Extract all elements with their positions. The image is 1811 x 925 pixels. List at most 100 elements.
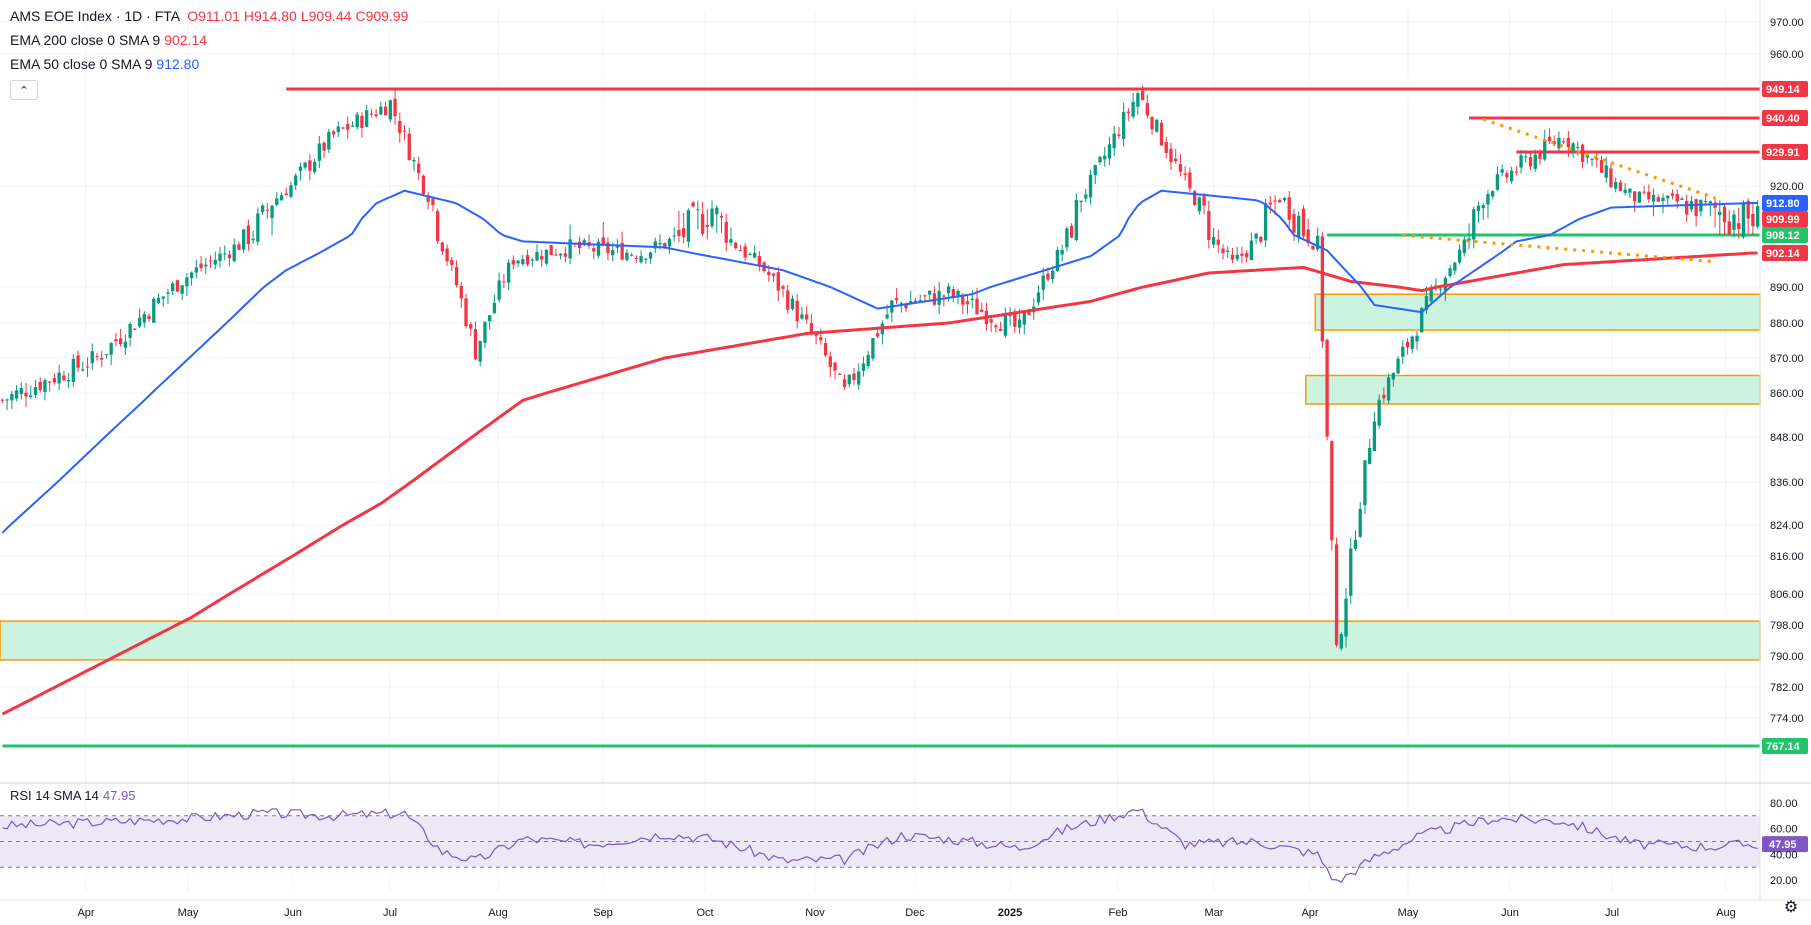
- candle-body: [615, 245, 620, 248]
- candle-body: [1183, 173, 1187, 176]
- candle-body: [1500, 169, 1504, 173]
- horizontal-levels[interactable]: [2, 87, 1760, 748]
- candle-body: [213, 259, 217, 265]
- candle-body: [894, 298, 899, 301]
- candle-body: [795, 300, 799, 322]
- candle-body: [492, 302, 497, 314]
- candle-body: [781, 286, 785, 289]
- rsi-value: 47.95: [102, 788, 136, 803]
- candle-body: [256, 213, 260, 242]
- ema50-legend: EMA 50 close 0 SMA 9 912.80: [10, 56, 199, 72]
- candle-body: [265, 209, 269, 211]
- candle-body: [1680, 198, 1684, 200]
- candle-body: [1755, 206, 1760, 227]
- candle-body: [913, 300, 918, 303]
- candle-body: [956, 290, 960, 297]
- y-tick-label: 848.00: [1770, 432, 1804, 444]
- candle-body: [710, 208, 714, 227]
- chevron-up-icon: ⌃: [19, 84, 29, 97]
- candle-body: [1292, 213, 1296, 233]
- candle-body: [1249, 240, 1254, 261]
- candle-body: [1140, 91, 1145, 101]
- rsi-tick-label: 40.00: [1770, 849, 1798, 861]
- candle-body: [275, 198, 279, 205]
- candle-body: [857, 371, 861, 385]
- candle-body: [1670, 193, 1675, 196]
- candle-body: [488, 315, 492, 322]
- candle-body: [928, 290, 932, 295]
- candle-body: [1207, 210, 1211, 241]
- y-tick-label: 880.00: [1770, 318, 1804, 330]
- candle-body: [1372, 421, 1377, 452]
- candle-body: [1254, 233, 1258, 239]
- candle-body: [1576, 146, 1580, 148]
- y-tick-label: 798.00: [1770, 620, 1804, 632]
- candle-body: [1282, 197, 1287, 200]
- candle-body: [625, 252, 629, 261]
- candle-body: [227, 254, 232, 259]
- candle-body: [1457, 249, 1462, 263]
- candle-body: [43, 380, 47, 392]
- candle-body: [1216, 239, 1220, 245]
- candle-body: [478, 340, 482, 362]
- symbol-title: AMS EOE Index · 1D · FTA: [10, 8, 180, 24]
- level-badge-label: 940.40: [1766, 113, 1800, 125]
- candle-body: [270, 205, 274, 219]
- x-tick-label: Dec: [905, 907, 925, 919]
- x-tick-label: Jun: [1501, 907, 1519, 919]
- candle-body: [161, 296, 165, 299]
- candle-body: [1240, 253, 1244, 256]
- candle-body: [284, 193, 288, 196]
- candle-body: [1197, 197, 1202, 212]
- candle-body: [738, 250, 743, 252]
- candle-body: [1628, 188, 1632, 193]
- candle-body: [459, 285, 463, 299]
- candle-body: [1651, 195, 1656, 202]
- moving-averages: [1, 189, 1758, 716]
- candle-body: [1155, 119, 1159, 132]
- collapse-legend-button[interactable]: ⌃: [10, 80, 38, 100]
- candle-body: [1226, 250, 1230, 252]
- candle-body: [341, 127, 345, 129]
- candle-body: [1278, 200, 1282, 203]
- candle-body: [1311, 245, 1315, 250]
- candle-body: [454, 266, 459, 286]
- candle-body: [1472, 209, 1476, 240]
- candle-body: [1590, 159, 1594, 161]
- candle-body: [620, 242, 624, 260]
- candle-body: [1420, 308, 1424, 333]
- candle-body: [677, 230, 681, 237]
- trendlines[interactable]: [1402, 117, 1716, 264]
- candle-body: [715, 207, 719, 215]
- x-tick-label: 2025: [998, 907, 1022, 919]
- chart-settings-button[interactable]: ⚙: [1781, 897, 1801, 917]
- candle-body: [975, 298, 979, 315]
- candle-body: [819, 337, 823, 341]
- candle-body: [308, 160, 312, 171]
- candle-body: [1377, 399, 1381, 426]
- candle-body: [322, 142, 326, 151]
- price-badge: [1762, 211, 1808, 227]
- candle-body: [1386, 377, 1391, 401]
- candle-body: [369, 113, 374, 115]
- candle-body: [473, 329, 478, 360]
- x-tick-label: Feb: [1109, 907, 1128, 919]
- candle-body: [1358, 509, 1362, 537]
- candle-body: [1036, 292, 1041, 303]
- candle-body: [544, 249, 549, 264]
- candle-body: [1084, 194, 1088, 199]
- candle-body: [1642, 191, 1646, 193]
- candle-body: [1159, 122, 1164, 146]
- candle-body: [137, 317, 142, 327]
- candle-body: [393, 98, 397, 117]
- candle-body: [1491, 191, 1495, 197]
- candle-body: [1339, 634, 1343, 649]
- price-badge-label: 902.14: [1766, 248, 1801, 260]
- candle-body: [1741, 202, 1746, 238]
- candle-body: [279, 195, 284, 201]
- x-tick-label: Sep: [593, 907, 613, 919]
- candle-body: [1410, 336, 1414, 349]
- candle-body: [530, 259, 534, 261]
- rsi-tick-label: 20.00: [1770, 875, 1798, 887]
